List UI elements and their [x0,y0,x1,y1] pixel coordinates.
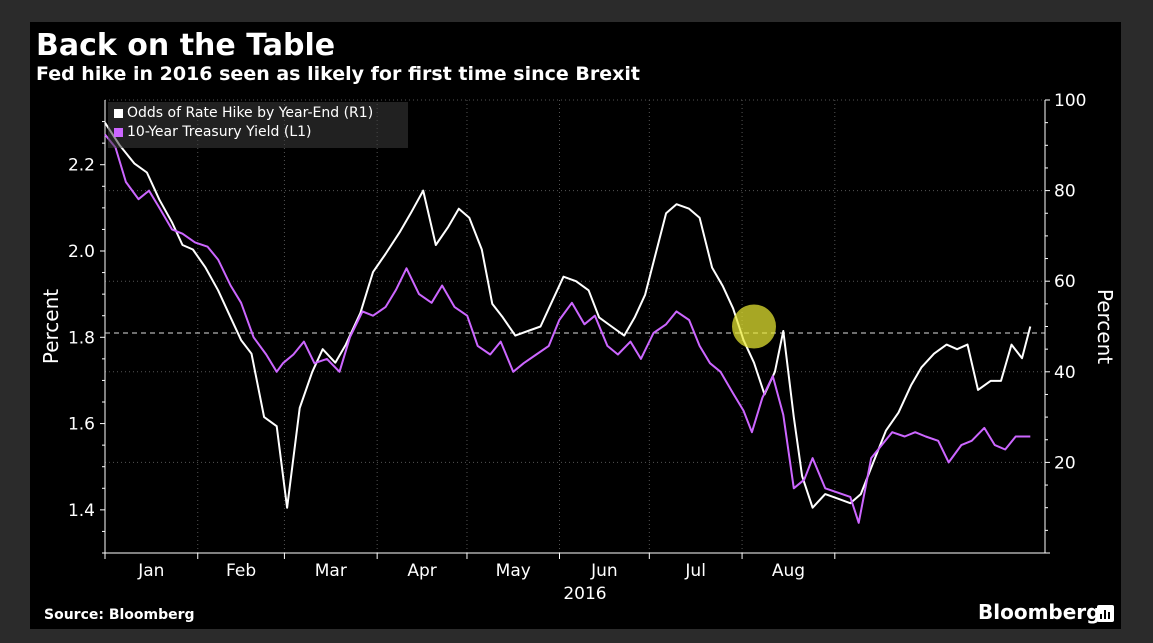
right-axis-title: Percent [1093,289,1117,364]
bloomberg-chart-icon [1097,605,1114,622]
left-tick-label: 1.8 [68,328,95,348]
legend-swatch-yield [114,127,123,137]
legend-item-odds: Odds of Rate Hike by Year-End (R1) [114,105,373,121]
x-tick-label: Feb [226,561,256,581]
x-tick-label: Jan [137,561,164,581]
right-tick-label: 100 [1054,91,1086,111]
x-tick-label: Apr [407,561,436,581]
odds-series-line [104,122,1032,509]
bloomberg-logo: Bloomberg [978,600,1101,624]
legend-item-yield: 10-Year Treasury Yield (L1) [114,124,312,140]
left-tick-label: 2.2 [68,156,95,176]
legend-label-yield: 10-Year Treasury Yield (L1) [127,124,312,140]
right-tick-label: 80 [1054,182,1076,202]
legend: Odds of Rate Hike by Year-End (R1) 10-Ye… [108,102,408,148]
right-tick-label: 20 [1054,453,1076,473]
left-tick-label: 1.6 [68,415,95,435]
right-tick-label: 60 [1054,272,1076,292]
yield-series-line [104,133,1031,524]
chart-title: Back on the Table [36,28,336,63]
highlight-marker [731,304,776,349]
x-tick-label: May [496,561,531,581]
x-tick-label: Jun [590,561,618,581]
legend-swatch-odds [114,108,123,118]
x-tick-label: Jul [684,561,706,581]
right-tick-label: 40 [1054,363,1076,383]
left-tick-label: 1.4 [68,501,95,521]
left-axis-title: Percent [39,289,63,364]
chart-subtitle: Fed hike in 2016 seen as likely for firs… [36,63,641,85]
legend-label-odds: Odds of Rate Hike by Year-End (R1) [127,105,374,121]
x-axis-label: 2016 [563,584,606,604]
left-tick-label: 2.0 [68,242,95,262]
x-tick-label: Mar [315,561,347,581]
x-tick-label: Aug [772,561,805,581]
source-label: Source: Bloomberg [44,607,195,623]
